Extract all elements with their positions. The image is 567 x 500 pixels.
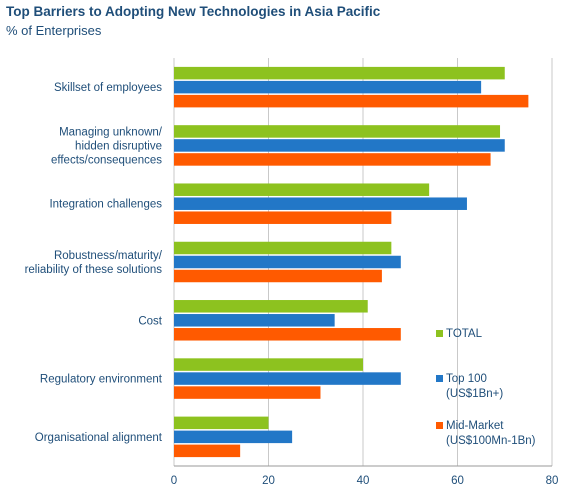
- category-label-line: Organisational alignment: [35, 432, 163, 444]
- x-tick-label: 0: [171, 475, 177, 487]
- bar-2-1: [174, 197, 467, 210]
- category-label-line: Skillset of employees: [54, 82, 162, 94]
- category-label-line: effects/consequences: [51, 154, 162, 166]
- bar-0-0: [174, 66, 505, 80]
- x-tick-label: 60: [451, 475, 464, 487]
- category-label: Regulatory environment: [40, 374, 163, 386]
- bar-1-2: [174, 153, 491, 166]
- category-label: Managing unknown/hidden disruptive effect…: [51, 126, 163, 166]
- legend-label-line: Top 100: [446, 373, 487, 385]
- category-label-line: Integration challenges: [49, 199, 162, 211]
- category-label-line: reliability of these solutions: [25, 264, 163, 276]
- bar-3-0: [174, 241, 392, 255]
- legend-label-line: Mid-Market: [446, 420, 504, 432]
- x-tick-label: 20: [262, 475, 275, 487]
- legend-label-line: TOTAL: [446, 328, 483, 340]
- chart-title: Top Barriers to Adopting New Technologie…: [6, 4, 381, 19]
- category-label-line: Robustness/maturity/: [54, 250, 163, 262]
- bar-4-0: [174, 300, 368, 313]
- legend-entry-2: Mid-Market (US$100Mn-1Bn): [446, 420, 536, 447]
- bar-6-1: [174, 430, 293, 444]
- category-label-line: Cost: [138, 315, 162, 327]
- legend-label-line: (US$100Mn-1Bn): [446, 435, 536, 447]
- bar-2-0: [174, 183, 430, 196]
- bar-4-1: [174, 314, 335, 327]
- bar-6-2: [174, 444, 241, 458]
- category-label: Cost: [138, 315, 162, 327]
- bar-5-2: [174, 386, 321, 399]
- category-label-line: Regulatory environment: [40, 374, 163, 386]
- category-label: Organisational alignment: [35, 432, 163, 444]
- category-label: Integration challenges: [49, 199, 162, 211]
- bar-4-2: [174, 328, 401, 341]
- x-tick-label: 40: [357, 475, 370, 487]
- bar-3-1: [174, 255, 401, 269]
- x-tick-label: 80: [546, 475, 559, 487]
- bar-0-2: [174, 94, 529, 108]
- legend-label-line: (US$1Bn+): [446, 388, 503, 400]
- bar-6-0: [174, 416, 269, 430]
- bar-0-1: [174, 80, 482, 94]
- category-label-line: hidden disruptive: [75, 140, 162, 152]
- legend-swatch-1: [436, 375, 443, 382]
- legend-entry-0: TOTAL: [446, 328, 483, 340]
- bar-1-0: [174, 125, 501, 138]
- category-label: Skillset of employees: [54, 82, 162, 94]
- chart-subtitle: % of Enterprises: [6, 23, 102, 38]
- legend-swatch-0: [436, 330, 443, 337]
- bar-3-2: [174, 269, 382, 283]
- bar-1-1: [174, 139, 505, 152]
- legend-entry-1: Top 100 (US$1Bn+): [446, 373, 503, 400]
- bar-2-2: [174, 211, 392, 224]
- category-label: Robustness/maturity/reliability of these…: [25, 250, 163, 276]
- bar-5-1: [174, 372, 401, 385]
- category-label-line: Managing unknown/: [59, 126, 163, 138]
- bar-5-0: [174, 358, 363, 371]
- legend-swatch-2: [436, 422, 443, 429]
